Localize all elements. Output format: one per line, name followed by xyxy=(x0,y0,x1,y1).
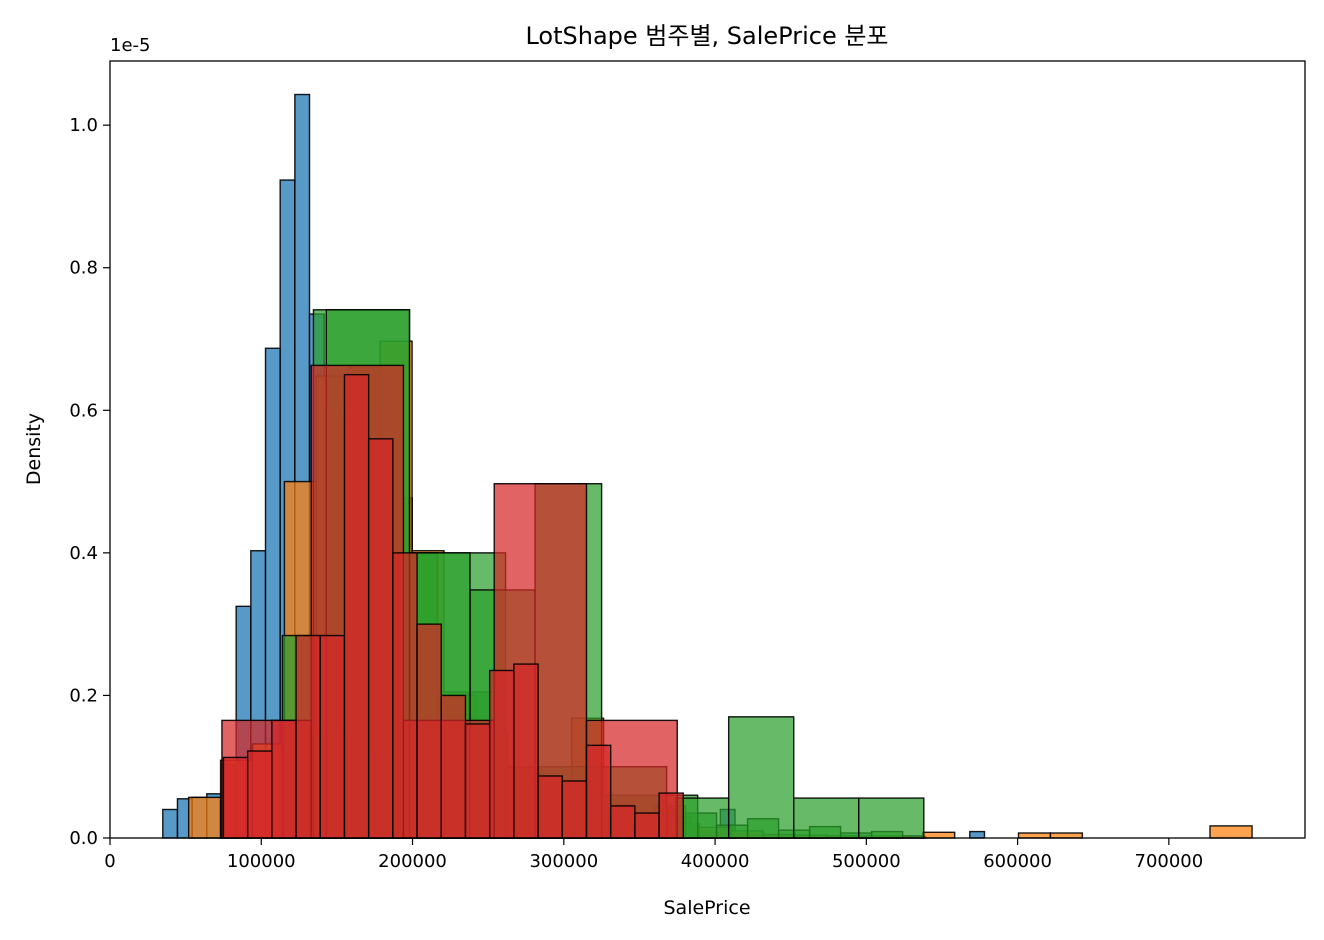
x-tick-label: 400000 xyxy=(681,851,750,872)
chart-title: LotShape 범주별, SalePrice 분포 xyxy=(525,22,888,50)
histogram-bars xyxy=(162,93,1253,839)
y-axis: 0.0 0.2 0.4 0.6 0.8 1.0 xyxy=(69,115,110,849)
histogram-bar xyxy=(367,438,394,839)
y-offset-label: 1e-5 xyxy=(110,35,150,56)
histogram-bar xyxy=(658,792,684,839)
plot-frame xyxy=(109,60,1306,839)
histogram-bar xyxy=(162,808,179,839)
histogram-bar xyxy=(793,797,860,839)
histogram-bar xyxy=(271,719,297,839)
histogram-bar xyxy=(727,716,795,839)
histogram-bar xyxy=(319,634,346,839)
x-axis-label: SalePrice xyxy=(663,897,750,919)
x-tick-label: 200000 xyxy=(378,851,447,872)
histogram-bar xyxy=(295,634,321,839)
histogram-bar xyxy=(634,812,660,839)
x-tick-label: 500000 xyxy=(832,851,901,872)
histogram-bar xyxy=(416,623,442,839)
histogram-bar xyxy=(858,797,925,839)
histogram-bar xyxy=(392,552,418,839)
y-tick-label: 0.2 xyxy=(69,685,98,706)
y-axis-label: Density xyxy=(23,413,45,485)
x-tick-label: 100000 xyxy=(227,851,296,872)
y-tick-label: 0.0 xyxy=(69,828,98,849)
y-tick-label: 0.4 xyxy=(69,543,98,564)
y-tick-label: 0.6 xyxy=(69,400,98,421)
histogram-bar xyxy=(585,744,612,839)
histogram-bar xyxy=(464,723,491,839)
histogram-bar xyxy=(609,805,636,839)
x-tick-label: 300000 xyxy=(529,851,598,872)
histogram-bar xyxy=(537,775,563,839)
histogram-bar xyxy=(1049,832,1084,839)
y-tick-label: 0.8 xyxy=(69,258,98,279)
histogram-bar xyxy=(246,750,273,839)
histogram-bar xyxy=(969,830,986,839)
histogram-bar xyxy=(440,694,467,839)
histogram-bar xyxy=(675,797,730,839)
x-tick-label: 0 xyxy=(104,851,115,872)
histogram-bar xyxy=(1017,832,1052,839)
histogram-bar xyxy=(343,373,370,839)
histogram-bar xyxy=(1209,825,1253,839)
x-tick-label: 700000 xyxy=(1135,851,1204,872)
x-axis: 0 100000 200000 300000 400000 500000 600000 700… xyxy=(104,838,1203,872)
histogram-bar xyxy=(187,796,222,839)
y-tick-label: 1.0 xyxy=(69,115,98,136)
histogram-bar xyxy=(561,780,588,839)
histogram-bar xyxy=(922,831,956,839)
histogram-bar xyxy=(222,756,249,839)
x-tick-label: 600000 xyxy=(983,851,1052,872)
histogram-bar xyxy=(488,669,515,839)
histogram-bar xyxy=(513,663,539,839)
